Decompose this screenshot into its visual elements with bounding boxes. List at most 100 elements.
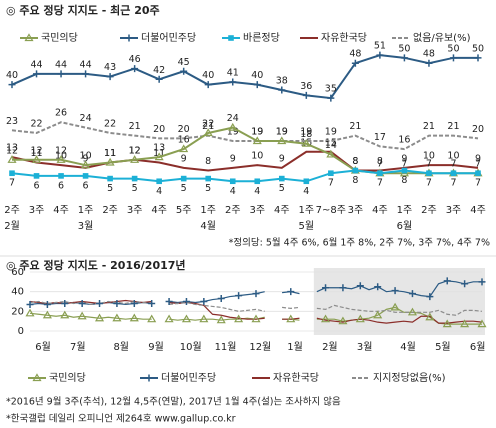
marker	[426, 170, 432, 177]
marker	[425, 59, 433, 67]
x-tick-label: 5주	[176, 205, 192, 216]
x-tick-label: 7월	[70, 341, 86, 353]
data-label: 8	[401, 175, 407, 186]
marker	[42, 310, 52, 319]
data-label: 17	[374, 132, 386, 143]
y-tick-label: 40	[11, 287, 24, 298]
marker	[165, 298, 173, 305]
x-tick-label: 6월	[470, 341, 486, 353]
data-label: 19	[251, 127, 263, 138]
data-label: 7	[401, 159, 407, 170]
marker	[475, 170, 481, 177]
data-label: 41	[227, 67, 239, 78]
marker	[145, 374, 153, 382]
data-label: 16	[178, 135, 190, 146]
x-month-label: 6월	[397, 220, 413, 232]
marker	[301, 139, 311, 147]
data-label: 16	[398, 135, 410, 146]
x-tick-label: 3주	[29, 205, 45, 216]
marker	[131, 175, 138, 182]
data-label: 45	[178, 57, 190, 68]
data-label: 8	[352, 156, 358, 167]
marker	[125, 34, 133, 42]
marker	[391, 287, 399, 295]
x-tick-label: 1주	[78, 205, 94, 216]
data-label: 11	[30, 148, 42, 159]
marker	[26, 300, 34, 308]
data-label: 22	[30, 118, 42, 129]
marker	[112, 313, 122, 322]
marker	[32, 373, 42, 382]
x-tick-label: 1주	[299, 205, 315, 216]
marker	[106, 73, 114, 81]
data-label: 5	[205, 183, 211, 194]
data-label: 24	[227, 113, 239, 124]
x-tick-label: 7~8주	[316, 205, 346, 216]
legend-label: 없음/유보(%)	[413, 31, 471, 44]
marker	[277, 136, 287, 145]
data-label: 8	[352, 175, 358, 186]
marker	[182, 298, 190, 305]
data-label: 40	[202, 70, 214, 81]
legend-label: 더불어민주당	[161, 372, 216, 384]
marker	[228, 35, 234, 41]
marker	[155, 75, 163, 83]
marker	[351, 59, 359, 67]
data-label: 4	[156, 186, 162, 197]
x-tick-label: 2월	[322, 341, 338, 353]
marker	[78, 299, 86, 307]
marker	[356, 282, 364, 290]
marker	[105, 157, 115, 166]
data-label: 11	[104, 148, 116, 159]
marker	[228, 122, 238, 131]
data-label: 44	[30, 59, 42, 70]
x-tick-label: 1주	[200, 205, 216, 216]
marker	[204, 81, 212, 89]
data-label: 12	[30, 145, 42, 156]
data-label: 21	[129, 121, 141, 132]
chart-title: ◎ 주요 정당 지지도 - 2016/2017년	[6, 258, 186, 272]
marker	[24, 33, 34, 42]
data-label: 43	[104, 62, 116, 73]
marker	[61, 299, 69, 307]
marker	[203, 128, 213, 137]
data-label: 10	[80, 151, 92, 162]
data-label: 4	[303, 186, 309, 197]
data-label: 7	[9, 178, 15, 189]
legend-label: 국민의당	[49, 372, 86, 384]
legend-label: 지지정당없음(%)	[373, 371, 446, 384]
x-tick-label: 2주	[4, 205, 20, 216]
marker	[82, 70, 90, 78]
marker	[199, 314, 209, 323]
marker	[130, 155, 140, 163]
marker	[180, 175, 187, 182]
marker	[328, 170, 334, 177]
marker	[200, 298, 208, 305]
marker	[60, 310, 70, 319]
data-label: 7	[475, 159, 481, 170]
legend-label: 국민의당	[41, 32, 78, 44]
marker	[113, 299, 121, 307]
marker	[77, 311, 87, 320]
footnote: *정의당: 5월 4주 6%, 6월 1주 8%, 2주 7%, 3주 7%, …	[229, 237, 490, 249]
data-label: 40	[6, 70, 18, 81]
x-tick-label: 3주	[249, 205, 265, 216]
marker	[278, 86, 286, 94]
marker	[205, 175, 212, 182]
data-label: 26	[55, 108, 67, 119]
data-label: 18	[300, 129, 312, 140]
marker	[443, 277, 451, 285]
marker	[43, 300, 51, 308]
marker	[376, 51, 384, 59]
marker	[253, 81, 261, 89]
marker	[56, 155, 66, 163]
legend-label: 더불어민주당	[141, 32, 196, 44]
data-label: 48	[423, 49, 435, 60]
data-label: 36	[300, 81, 312, 92]
marker	[339, 284, 347, 292]
marker	[377, 170, 383, 177]
chart-title: ◎ 주요 정당 지지도 - 최근 20주	[6, 3, 160, 17]
marker	[181, 314, 192, 323]
data-label: 6	[83, 180, 89, 191]
data-label: 20	[178, 124, 190, 135]
